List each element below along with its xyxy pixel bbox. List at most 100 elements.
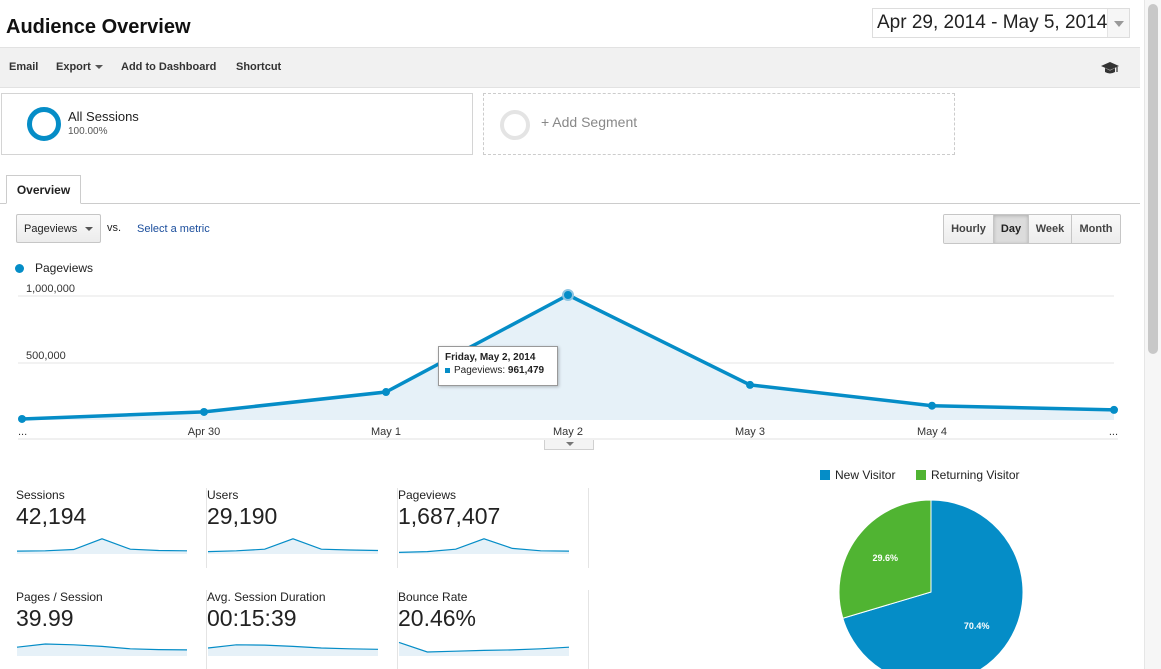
sparkline-line: [207, 644, 379, 650]
sparkline: [398, 538, 570, 554]
segment-name: All Sessions: [68, 109, 139, 124]
tooltip-row: Pageviews: 961,479: [445, 365, 551, 376]
metric-value: 29,190: [207, 503, 278, 529]
chevron-down-icon[interactable]: [1107, 9, 1129, 37]
date-range-picker[interactable]: Apr 29, 2014 - May 5, 2014: [872, 8, 1130, 38]
sparkline: [207, 644, 379, 656]
metric-select[interactable]: Pageviews: [16, 214, 101, 243]
metric-cell-bounce-rate[interactable]: Bounce Rate 20.46%: [398, 590, 589, 669]
metric-value: 00:15:39: [207, 605, 297, 631]
x-tick-label: ...: [18, 426, 27, 438]
pie-legend-new-visitor[interactable]: New Visitor: [820, 468, 895, 482]
sparkline-area: [208, 538, 378, 554]
x-tick-label: May 1: [371, 426, 401, 438]
tab-overview[interactable]: Overview: [6, 175, 81, 204]
tab-bar-divider: [0, 203, 1140, 204]
email-button[interactable]: Email: [9, 61, 39, 73]
tooltip-title: Friday, May 2, 2014: [445, 352, 536, 363]
caret-down-icon: [94, 65, 103, 70]
add-segment-button[interactable]: + Add Segment: [483, 93, 955, 155]
page-scrollbar[interactable]: [1144, 0, 1161, 669]
metric-cell-pages-per-session[interactable]: Pages / Session 39.99: [16, 590, 207, 669]
period-hourly-button[interactable]: Hourly: [944, 215, 994, 243]
sparkline: [398, 641, 570, 656]
x-tick-label: May 3: [735, 426, 765, 438]
pie-slice-label: 29.6%: [873, 553, 899, 563]
shortcut-button[interactable]: Shortcut: [236, 61, 282, 73]
chart-tooltip: Friday, May 2, 2014 Pageviews: 961,479: [438, 346, 558, 386]
sparkline: [207, 538, 379, 554]
data-point: [200, 407, 208, 416]
x-tick-label: May 2: [553, 426, 583, 438]
sparkline-area: [17, 538, 187, 554]
sparkline-line: [398, 641, 570, 653]
metric-value: 20.46%: [398, 605, 477, 631]
metric-name: Avg. Session Duration: [207, 590, 326, 604]
pie-slice: [838, 499, 932, 619]
legend-pageviews: Pageviews: [35, 261, 94, 275]
sparkline-area: [17, 644, 187, 656]
report-toolbar: Email Export Add to Dashboard Shortcut: [0, 47, 1140, 88]
add-to-dashboard-button[interactable]: Add to Dashboard: [121, 61, 217, 73]
metric-name: Pages / Session: [16, 590, 103, 604]
x-tick-label: Apr 30: [188, 426, 220, 438]
tooltip-label: Pageviews:: [454, 365, 506, 376]
returning-visitor-swatch: [916, 470, 926, 480]
sparkline: [16, 538, 188, 554]
metric-name: Pageviews: [398, 488, 457, 502]
pie-slice: [842, 499, 1024, 669]
metric-cell-users[interactable]: Users 29,190: [207, 488, 398, 568]
metric-name: Users: [207, 488, 239, 502]
data-point: [382, 388, 390, 397]
metric-name: Sessions: [16, 488, 65, 502]
pie-legend-returning-visitor[interactable]: Returning Visitor: [916, 468, 1020, 482]
date-range-text: Apr 29, 2014 - May 5, 2014: [877, 12, 1108, 33]
metric-name: Bounce Rate: [398, 590, 468, 604]
sparkline-line: [16, 643, 188, 651]
sparkline-line: [16, 538, 188, 552]
pie-legend-label: Returning Visitor: [931, 468, 1020, 482]
y-tick-label: 500,000: [26, 350, 66, 362]
export-label: Export: [56, 61, 91, 73]
segment-all-sessions[interactable]: All Sessions 100.00%: [1, 93, 473, 155]
metric-cell-sessions[interactable]: Sessions 42,194: [16, 488, 207, 568]
data-point: [562, 289, 574, 302]
metric-value: 1,687,407: [398, 503, 501, 529]
data-point: [18, 414, 26, 423]
select-metric-link[interactable]: Select a metric: [137, 223, 210, 235]
sparkline-area: [399, 642, 569, 656]
tooltip-series-swatch: [445, 367, 450, 373]
data-point: [1110, 405, 1118, 414]
period-month-button[interactable]: Month: [1072, 215, 1120, 243]
metric-value: 42,194: [16, 503, 87, 529]
metric-cell-pageviews[interactable]: Pageviews 1,687,407: [398, 488, 589, 568]
add-segment-ring-icon: [500, 110, 530, 140]
data-point: [928, 401, 936, 410]
metric-cell-avg-session-duration[interactable]: Avg. Session Duration 00:15:39: [207, 590, 398, 669]
metric-value: 39.99: [16, 605, 74, 631]
x-tick-label: May 4: [917, 426, 947, 438]
period-day-button[interactable]: Day: [994, 215, 1029, 243]
add-segment-label: + Add Segment: [541, 114, 638, 130]
pie-legend-label: New Visitor: [835, 468, 896, 482]
period-toggle: Hourly Day Week Month: [943, 214, 1121, 244]
sparkline-line: [207, 538, 379, 553]
segment-percent: 100.00%: [68, 126, 108, 137]
pageviews-line-chart: 500,000 1,000,000... Apr 30 May 1 May 2 May 3…: [18, 283, 1118, 440]
vs-label: vs.: [107, 222, 122, 234]
chart-collapse-handle[interactable]: [544, 440, 594, 450]
page-title: Audience Overview: [6, 16, 191, 38]
x-tick-label: ...: [1109, 426, 1118, 438]
segment-ring-icon: [27, 107, 61, 141]
period-week-button[interactable]: Week: [1029, 215, 1072, 243]
graduation-cap-icon[interactable]: [1100, 60, 1120, 76]
new-visitor-swatch: [820, 470, 830, 480]
tooltip-value: 961,479: [507, 365, 545, 376]
pie-slice-label: 70.4%: [964, 621, 990, 631]
series-area: [22, 295, 1114, 420]
sparkline: [16, 643, 188, 656]
export-button[interactable]: Export: [56, 61, 103, 73]
legend-dot-icon: [15, 264, 24, 273]
sparkline-line: [398, 538, 570, 553]
scrollbar-thumb[interactable]: [1148, 4, 1158, 354]
